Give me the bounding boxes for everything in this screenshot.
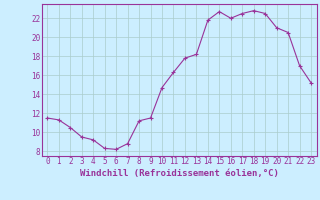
X-axis label: Windchill (Refroidissement éolien,°C): Windchill (Refroidissement éolien,°C) xyxy=(80,169,279,178)
